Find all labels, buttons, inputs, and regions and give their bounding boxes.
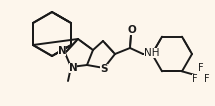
Text: F: F — [204, 74, 210, 84]
Text: N: N — [58, 46, 66, 56]
Text: O: O — [128, 25, 136, 35]
Text: N: N — [69, 63, 77, 73]
Text: F: F — [198, 63, 204, 73]
Text: S: S — [100, 64, 108, 74]
Text: F: F — [192, 74, 198, 84]
Text: NH: NH — [144, 48, 160, 58]
